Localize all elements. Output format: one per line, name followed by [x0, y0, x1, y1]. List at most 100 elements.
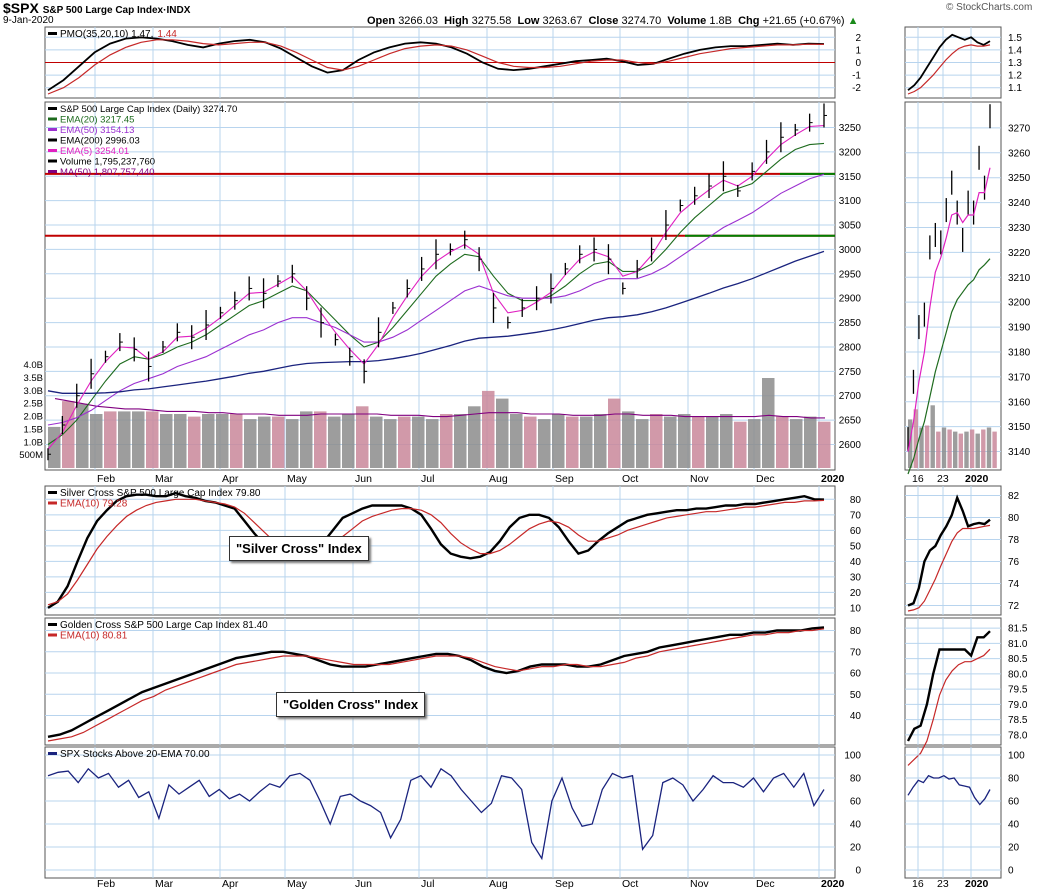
volume-bar	[804, 417, 817, 468]
above20-zoom-ytick-0: 0	[1008, 866, 1014, 877]
golden-legend-0: Golden Cross S&P 500 Large Cap Index 81.…	[60, 620, 268, 631]
low-label: Low	[517, 15, 539, 27]
golden-zoom-ytick-2: 79.0	[1008, 700, 1028, 711]
volume-bar	[188, 417, 201, 468]
zoom-volume-bar	[908, 419, 912, 468]
price-legend-2: EMA(50) 3154.13	[60, 125, 134, 136]
above20-ytick-3: 60	[850, 797, 862, 808]
price-zoom-ytick-2: 3160	[1008, 397, 1031, 408]
pmo-zoom-ytick-4: 1.5	[1008, 33, 1022, 44]
volume-bar	[146, 411, 159, 468]
symbol: $SPX	[3, 0, 39, 16]
volume-bar	[552, 414, 565, 468]
volume-bar	[104, 411, 117, 468]
price-zoom-ytick-0: 3140	[1008, 447, 1031, 458]
volume-bar	[790, 419, 803, 468]
price-ytick-3: 2750	[839, 367, 862, 378]
pmo-legend-swatch-0	[48, 32, 57, 35]
silver-zoom-ytick-1: 74	[1008, 579, 1020, 590]
volume-bar	[216, 414, 229, 468]
price-legend-swatch-2	[48, 128, 57, 131]
x-label-6: Aug	[489, 473, 508, 485]
volume-bar	[692, 417, 705, 468]
volume-axis-tick-0: 500M	[19, 450, 43, 461]
volume-bar	[384, 419, 397, 468]
volume-bar	[454, 414, 467, 468]
volume-bar	[440, 414, 453, 468]
price-ytick-13: 3250	[839, 123, 862, 134]
x-label-11: 2020	[821, 473, 845, 485]
volume-axis-tick-1: 1.0B	[23, 437, 43, 448]
pmo-zoom-ytick-1: 1.2	[1008, 71, 1022, 82]
golden-zoom-ytick-0: 78.0	[1008, 730, 1028, 741]
price-legend-swatch-0	[48, 107, 57, 110]
golden-legend-swatch-0	[48, 623, 57, 626]
zoom-volume-bar	[959, 434, 963, 468]
volume-axis-tick-6: 3.5B	[23, 373, 43, 384]
price-legend-swatch-4	[48, 149, 57, 152]
volume-bar	[510, 414, 523, 468]
silver-ytick-1: 20	[850, 588, 862, 599]
golden-zoom-ytick-1: 78.5	[1008, 715, 1028, 726]
zoom-x-label-0: 16	[912, 473, 924, 485]
brand-mark: © StockCharts.com	[946, 2, 1032, 13]
volume-bar	[328, 417, 341, 468]
pmo-ytick-3: 1	[855, 45, 861, 56]
volume-bar	[370, 417, 383, 468]
high-value: 3275.58	[472, 15, 512, 27]
volume-bar	[594, 414, 607, 468]
x-label-5: Jul	[421, 473, 434, 485]
symbol-title: $SPX S&P 500 Large Cap Index·INDX	[3, 0, 190, 16]
price-ytick-4: 2800	[839, 342, 862, 353]
above20-ytick-4: 80	[850, 774, 862, 785]
volume-bar	[202, 414, 215, 468]
price-legend-swatch-3	[48, 139, 57, 142]
exchange: INDX	[166, 5, 190, 16]
volume-bar	[650, 414, 663, 468]
price-zoom-ytick-10: 3240	[1008, 198, 1031, 209]
above20-zoom-ytick-1: 20	[1008, 843, 1020, 854]
volume-bar	[524, 417, 537, 468]
silver-zoom-ytick-3: 78	[1008, 535, 1020, 546]
price-legend-6: MA(50) 1,807,757,440	[60, 167, 155, 178]
bottom-x-label-5: Jul	[421, 878, 434, 890]
silver-ytick-3: 40	[850, 557, 862, 568]
above20-ytick-1: 20	[850, 843, 862, 854]
zoom-x-label-1: 23	[937, 473, 949, 485]
golden-ytick-3: 70	[850, 647, 862, 658]
bottom-x-label-9: Nov	[690, 878, 709, 890]
golden-ytick-4: 80	[850, 626, 862, 637]
pmo-ytick-2: 0	[855, 58, 861, 69]
bottom-zoom-x-label-0: 16	[912, 878, 924, 890]
volume-bar	[300, 411, 313, 468]
bottom-x-label-4: Jun	[355, 878, 372, 890]
silver-ytick-4: 50	[850, 541, 862, 552]
volume-label: Volume	[667, 15, 706, 27]
zoom-volume-bar	[947, 430, 951, 469]
golden-legend-1: EMA(10) 80.81	[60, 631, 128, 642]
bottom-x-label-10: Dec	[756, 878, 775, 890]
golden-ytick-0: 40	[850, 711, 862, 722]
silver-legend-1: EMA(10) 79.28	[60, 499, 128, 510]
zoom-volume-bar	[936, 432, 940, 468]
x-label-10: Dec	[756, 473, 775, 485]
bottom-x-label-7: Sep	[555, 878, 574, 890]
price-ytick-9: 3050	[839, 221, 862, 232]
x-label-2: Apr	[222, 473, 239, 485]
pmo-ytick-4: 2	[855, 33, 861, 44]
zoom-volume-bar	[953, 432, 957, 468]
price-zoom-ytick-7: 3210	[1008, 273, 1031, 284]
zoom-volume-bar	[942, 428, 946, 469]
above20-zoom-ytick-2: 40	[1008, 820, 1020, 831]
price-ytick-2: 2700	[839, 391, 862, 402]
price-legend-3: EMA(200) 2996.03	[60, 136, 140, 147]
volume-bar	[776, 417, 789, 468]
silver-ytick-6: 70	[850, 510, 862, 521]
golden-legend-swatch-1	[48, 634, 57, 637]
golden-zoom-ytick-3: 79.5	[1008, 685, 1028, 696]
bottom-x-label-6: Aug	[489, 878, 508, 890]
zoom-x-label-2: 2020	[965, 473, 989, 485]
golden-zoom-ytick-7: 81.5	[1008, 624, 1028, 635]
volume-value: 1.8B	[709, 15, 732, 27]
